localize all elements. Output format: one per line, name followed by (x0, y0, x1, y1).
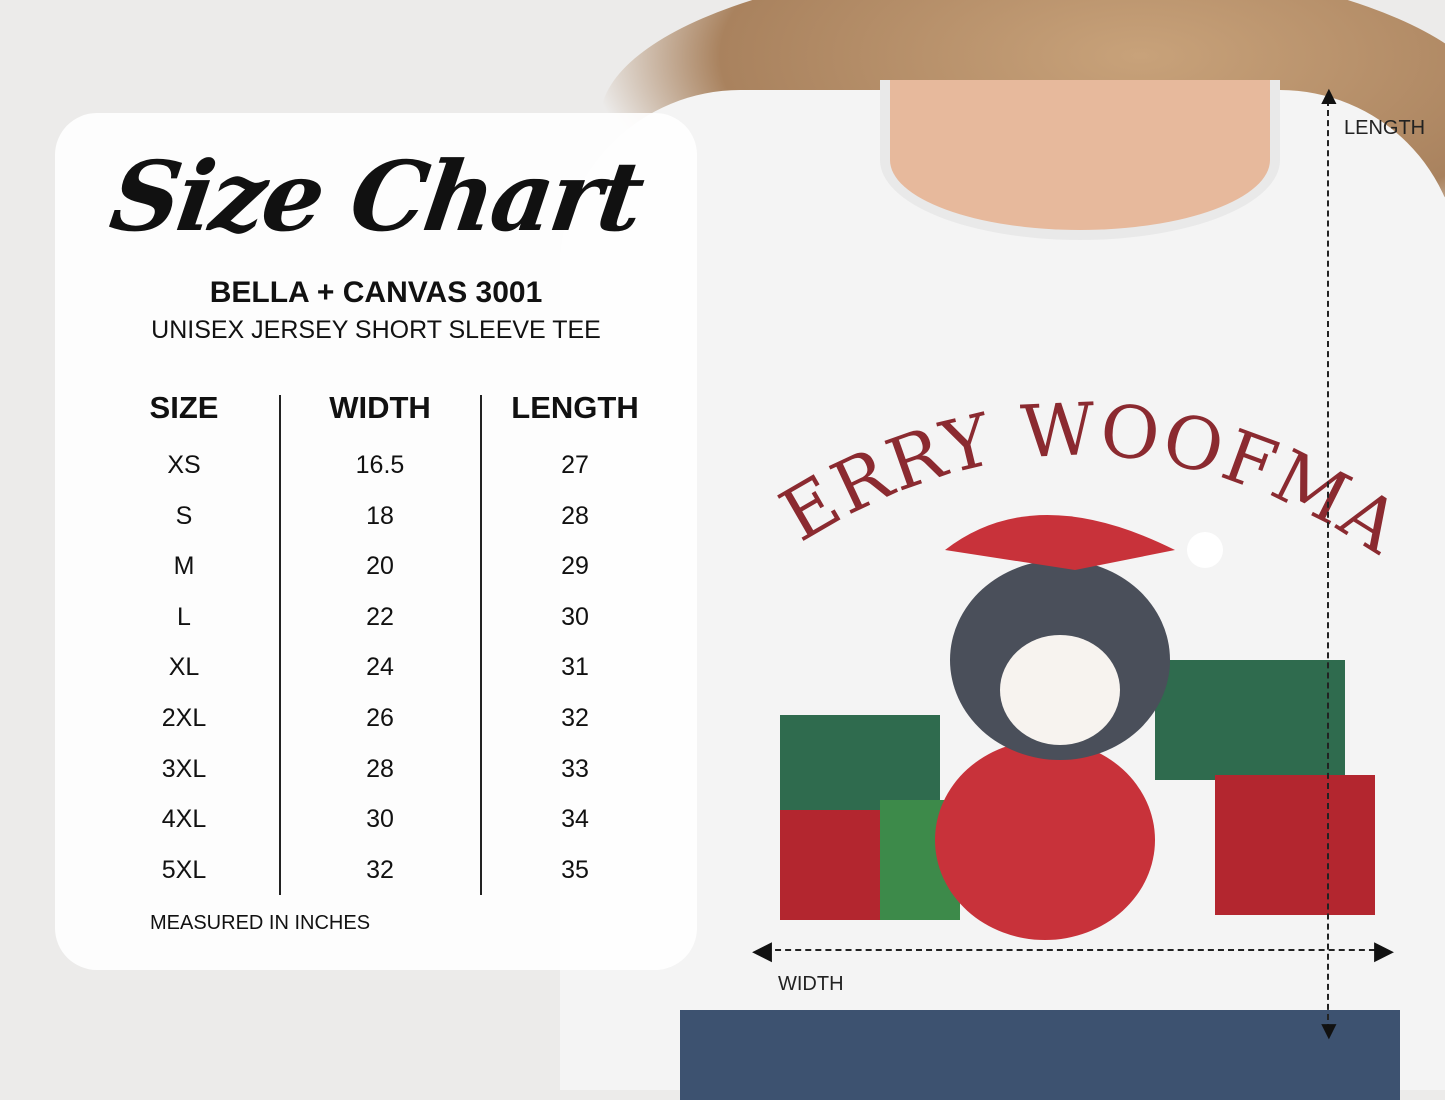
width-cell: 26 (366, 703, 394, 732)
size-cell: 5XL (161, 855, 207, 884)
size-cell: L (177, 602, 191, 631)
size-header: SIZE (149, 390, 219, 425)
length-label: LENGTH (1344, 117, 1426, 139)
size-cell: XL (168, 653, 200, 682)
length-cell: 28 (561, 501, 589, 530)
product-name: UNISEX JERSEY SHORT SLEEVE TEE (151, 316, 601, 344)
column-divider (279, 395, 281, 895)
size-chart-title: Size Chart (103, 140, 649, 253)
length-cell: 29 (561, 552, 589, 581)
dog-illustration (780, 515, 1375, 940)
length-cell: 34 (561, 805, 589, 834)
arrow-up-icon: ▲ (1316, 80, 1342, 110)
width-cell: 28 (366, 754, 394, 783)
arrow-right-icon: ▶ (1374, 935, 1394, 965)
length-header: LENGTH (511, 390, 639, 425)
length-column: LENGTH 27 28 29 30 31 32 33 34 35 (475, 390, 675, 905)
size-cell: M (173, 552, 195, 581)
length-cell: 35 (561, 855, 589, 884)
width-header: WIDTH (329, 390, 431, 425)
size-cell: 2XL (161, 703, 207, 732)
width-cell: 18 (366, 501, 394, 530)
width-cell: 32 (366, 855, 394, 884)
measurement-note: MEASURED IN INCHES (150, 912, 371, 934)
width-cell: 20 (366, 552, 394, 581)
size-cell: 3XL (161, 754, 207, 783)
width-cell: 24 (366, 653, 394, 682)
arrow-down-icon: ▼ (1316, 1015, 1342, 1045)
size-chart-card (55, 113, 697, 970)
size-cell: XS (167, 451, 201, 479)
size-cell: S (175, 501, 193, 530)
size-cell: 4XL (161, 805, 207, 834)
length-cell: 33 (561, 754, 589, 783)
length-cell: 27 (561, 451, 589, 479)
jeans (680, 1010, 1400, 1100)
neckline (880, 80, 1280, 240)
width-column: WIDTH 16.5 18 20 22 24 26 28 30 32 (280, 390, 480, 905)
arrow-left-icon: ◀ (752, 935, 772, 965)
length-cell: 31 (561, 653, 589, 682)
length-dashed-line (1327, 100, 1329, 1030)
length-cell: 30 (561, 602, 589, 631)
width-dashed-line (765, 949, 1385, 951)
column-divider (480, 395, 482, 895)
width-cell: 30 (366, 805, 394, 834)
length-cell: 32 (561, 703, 589, 732)
width-cell: 16.5 (355, 451, 405, 479)
brand-model: BELLA + CANVAS 3001 (209, 276, 543, 309)
width-label: WIDTH (778, 973, 844, 995)
width-cell: 22 (366, 602, 394, 631)
size-column: SIZE XS S M L XL 2XL 3XL 4XL 5XL (84, 390, 284, 905)
